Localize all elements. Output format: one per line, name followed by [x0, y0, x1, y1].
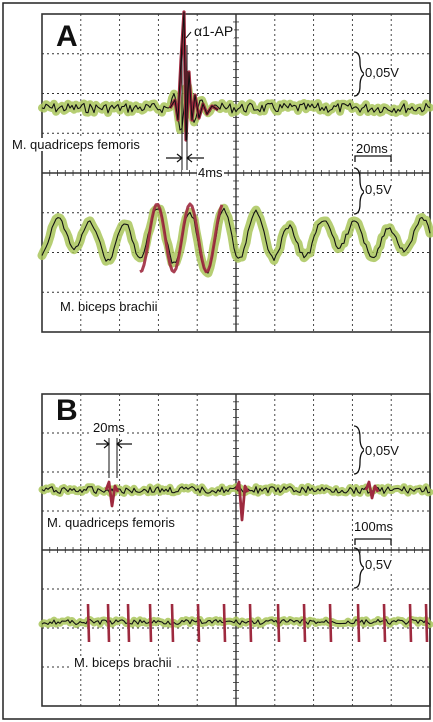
panel-a-top-voltage-scale: 0,05V: [364, 65, 400, 80]
panel-b-quadriceps-spike: [104, 480, 120, 508]
panel-a-screen: [37, 10, 433, 333]
panel-b-grid: [41, 393, 431, 707]
panel-b-biceps-spike: [248, 603, 253, 643]
panel-a-biceps-highlight: [139, 202, 224, 274]
panel-b-quadriceps-spike: [234, 480, 250, 522]
panel-b-biceps-spike: [222, 603, 227, 643]
panel-a-bottom-voltage-scale: 0,5V: [364, 182, 393, 197]
panel-a-quadriceps-trace: [41, 85, 431, 131]
panel-b-biceps-spike: [126, 603, 131, 643]
panel-b-biceps-spike: [86, 603, 91, 643]
panel-a-interval-arrows: [166, 153, 204, 163]
panel-b-biceps-spike: [408, 603, 413, 643]
panel-b-screen: [38, 393, 433, 707]
panel-b-quadriceps-spike: [364, 480, 380, 500]
panel-a-quadriceps-label: M. quadriceps femoris: [10, 137, 142, 152]
panel-b-interval-arrows: [96, 439, 132, 449]
panel-a-traces: [37, 10, 433, 278]
panel-b-biceps-spike: [170, 603, 175, 643]
panel-a-letter: A: [54, 20, 80, 53]
panel-b-biceps-spike: [148, 603, 153, 643]
panel-a-biceps-trace: [41, 207, 431, 274]
panel-b-traces: [38, 480, 433, 643]
panel-a-peak-pointer: [185, 31, 192, 39]
panel-b-biceps-spike: [276, 603, 281, 643]
panel-b-interval-label: 20ms: [92, 420, 126, 435]
panel-a-annotations: [166, 31, 392, 215]
panel-b-biceps-trace: [41, 618, 431, 626]
panel-a-time-scale: 20ms: [355, 141, 389, 156]
panel-b-time-bracket: [354, 538, 392, 545]
panel-b-letter: B: [54, 394, 80, 427]
panel-b-biceps-spike: [302, 603, 307, 643]
alpha-ap-label: α1-AP: [193, 23, 235, 39]
panel-a-biceps-label: M. biceps brachii: [58, 299, 160, 314]
panel-b-biceps-spike: [382, 603, 387, 643]
panel-a-grid: [41, 13, 431, 333]
panel-b-top-voltage-scale: 0,05V: [364, 443, 400, 458]
panel-b-biceps-spike: [328, 603, 333, 643]
panel-b-biceps-spike: [356, 603, 361, 643]
panel-b-time-scale: 100ms: [353, 519, 395, 534]
panel-b-biceps-spike: [106, 603, 111, 643]
panel-a-time-bracket: [354, 155, 392, 162]
panel-b-biceps-spike: [424, 603, 429, 643]
panel-b-biceps-label: M. biceps brachii: [72, 655, 174, 670]
panel-b-quadriceps-label: M. quadriceps femoris: [45, 515, 177, 530]
panel-a-action-potential-core: [169, 11, 219, 141]
panel-b-biceps-spike: [196, 603, 201, 643]
panel-a-interval-label: 4ms: [197, 165, 224, 180]
panel-b-bottom-voltage-scale: 0,5V: [364, 557, 393, 572]
